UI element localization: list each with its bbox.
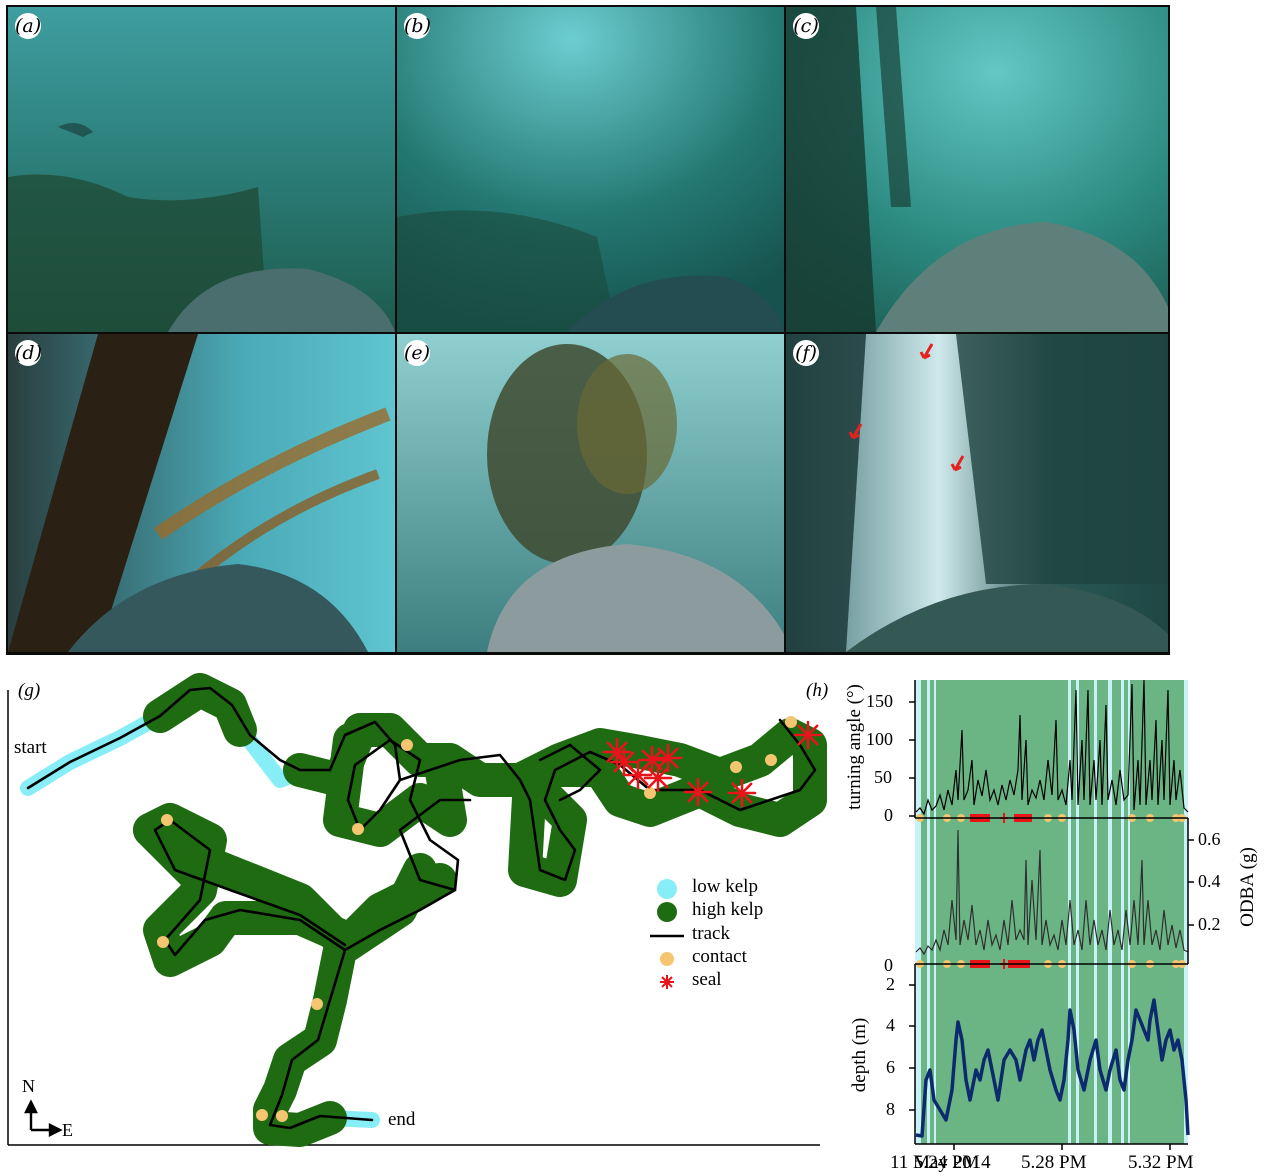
contact-points <box>157 716 797 1122</box>
contact-point <box>765 754 777 766</box>
map-start-label: start <box>14 737 47 758</box>
panel-label-a: (a) <box>15 13 42 39</box>
north-arrow-icon <box>24 1099 38 1114</box>
photo-f-image <box>786 334 1168 652</box>
seal-markers <box>602 720 823 808</box>
contact-point <box>785 716 797 728</box>
photo-c-image <box>786 7 1168 332</box>
contact-point <box>276 1110 288 1122</box>
panel-label-d: (d) <box>15 340 42 366</box>
legend-high-kelp-label: high kelp <box>692 899 764 920</box>
x-tick-532: 5.32 PM <box>1128 1152 1194 1173</box>
compass <box>24 1099 63 1137</box>
odba-ylabel: ODBA (g) <box>1237 847 1258 927</box>
date-label: 11 May 2014 <box>890 1152 991 1173</box>
compass-n-label: N <box>22 1076 35 1096</box>
legend-contact-swatch <box>660 952 674 966</box>
east-arrow-icon <box>48 1123 63 1137</box>
map-legend-symbols <box>650 879 684 989</box>
turning-tick-0: 0 <box>884 805 893 825</box>
seal-marker <box>793 720 823 750</box>
photo-b-image <box>397 7 784 332</box>
contact-point <box>644 787 656 799</box>
panel-label-b: (b) <box>404 13 431 39</box>
turning-tick-50: 50 <box>874 767 892 787</box>
odba-trace <box>915 829 1189 956</box>
seal-marker <box>653 743 683 773</box>
contact-point <box>352 823 364 835</box>
odba-tick-04: 0.4 <box>1198 871 1221 891</box>
legend-seal-swatch <box>660 975 674 989</box>
panel-label-f: (f) <box>793 340 819 366</box>
x-tick-528: 5.28 PM <box>1021 1152 1087 1173</box>
contact-point <box>401 739 413 751</box>
turning-tick-150: 150 <box>866 691 893 711</box>
photo-d: (d) <box>8 334 395 652</box>
seal-marker <box>727 778 757 808</box>
turning-tick-100: 100 <box>866 729 893 749</box>
photo-a: (a) <box>8 7 395 332</box>
timeseries-panels <box>909 679 1194 1150</box>
legend-contact-label: contact <box>692 946 747 967</box>
legend-low-kelp-swatch <box>657 879 677 899</box>
turning-angle-trace <box>915 679 1189 816</box>
photo-c: (c) <box>786 7 1168 332</box>
timeseries-axes <box>909 680 1194 1150</box>
legend-seal-label: seal <box>692 969 722 990</box>
depth-ylabel: depth (m) <box>849 1017 870 1093</box>
x-tick-524: 5.24 PM <box>914 1152 980 1173</box>
depth-bg <box>915 964 1188 1144</box>
photo-grid: (a) (b) (c) <box>6 5 1170 655</box>
photo-a-image <box>8 7 395 332</box>
contact-point <box>730 761 742 773</box>
legend-track-label: track <box>692 923 730 944</box>
odba-tick-06: 0.6 <box>1198 829 1221 849</box>
photo-b: (b) <box>397 7 784 332</box>
legend-low-kelp-label: low kelp <box>692 876 758 897</box>
contact-point <box>157 936 169 948</box>
depth-tick-8: 8 <box>886 1099 895 1119</box>
seal-marker <box>637 745 667 775</box>
legend-high-kelp-swatch <box>657 902 677 922</box>
panel-label-e: (e) <box>404 340 431 366</box>
depth-tick-6: 6 <box>886 1057 895 1077</box>
odba-tick-02: 0.2 <box>1198 914 1221 934</box>
panel-label-c: (c) <box>793 13 819 39</box>
map-frame <box>7 690 820 1146</box>
seal-marker <box>643 763 673 793</box>
contact-point <box>161 814 173 826</box>
compass-e-label: E <box>62 1120 73 1140</box>
depth-tick-2: 2 <box>886 974 895 994</box>
panel-label-g: (g) <box>18 680 41 701</box>
track-line <box>26 686 817 1130</box>
photo-e: (e) <box>397 334 784 652</box>
photo-e-image <box>397 334 784 652</box>
odba-bottom-tick: 0 <box>884 955 893 975</box>
photo-f: (f) <box>786 334 1168 652</box>
depth-trace <box>915 998 1190 1138</box>
seal-marker <box>683 777 713 807</box>
map-end-label: end <box>388 1109 416 1130</box>
panel-label-h: (h) <box>806 680 829 701</box>
contact-point <box>256 1109 268 1121</box>
photo-d-image <box>8 334 395 652</box>
contact-point <box>311 998 323 1010</box>
depth-tick-4: 4 <box>886 1015 895 1035</box>
turning-angle-ylabel: turning angle (°) <box>844 684 865 810</box>
